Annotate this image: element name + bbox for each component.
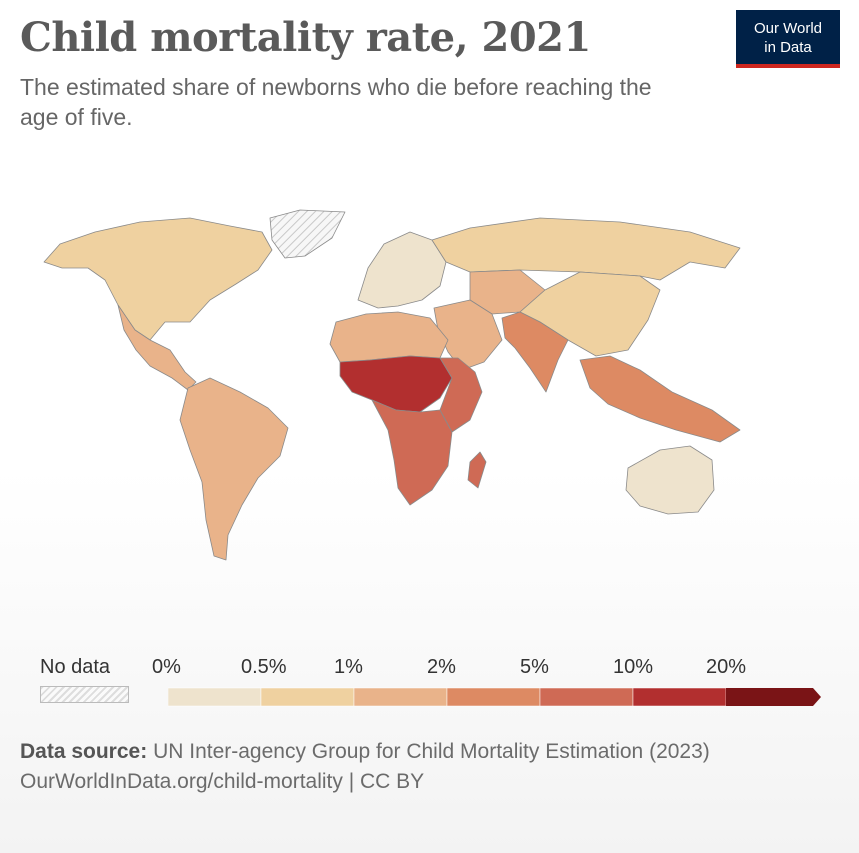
legend-tick-label: 0.5% bbox=[241, 656, 287, 678]
legend-tick-label: 10% bbox=[613, 656, 654, 678]
legend-bin-1[interactable] bbox=[260, 687, 355, 707]
chart-subtitle: The estimated share of newborns who die … bbox=[20, 74, 652, 130]
legend-tick-label: 2% bbox=[427, 656, 456, 678]
legend-no-data-label: No data bbox=[40, 656, 111, 678]
region-southeast-asia[interactable] bbox=[579, 355, 741, 443]
region-south-asia[interactable] bbox=[501, 311, 569, 393]
footer: Data source: UN Inter-agency Group for C… bbox=[20, 737, 820, 797]
source-url[interactable]: OurWorldInData.org/child-mortality | CC … bbox=[20, 770, 425, 793]
legend-no-data-swatch bbox=[40, 686, 129, 703]
region-sahel-central-africa[interactable] bbox=[339, 355, 453, 413]
data-source: Data source: UN Inter-agency Group for C… bbox=[20, 737, 820, 767]
legend-bin-4[interactable] bbox=[539, 687, 634, 707]
region-sub-saharan-africa[interactable] bbox=[371, 399, 453, 506]
data-source-label: Data source: bbox=[20, 740, 148, 763]
legend-bin-5[interactable] bbox=[632, 687, 727, 707]
legend-tick-label: 1% bbox=[334, 656, 363, 678]
legend-bin-3[interactable] bbox=[446, 687, 541, 707]
region-russia[interactable] bbox=[431, 217, 741, 281]
data-source-text: UN Inter-agency Group for Child Mortalit… bbox=[153, 740, 710, 763]
world-map bbox=[43, 209, 741, 561]
region-madagascar[interactable] bbox=[467, 451, 487, 489]
legend-tick-label: 0% bbox=[152, 656, 181, 678]
region-east-africa[interactable] bbox=[439, 357, 483, 433]
region-south-america[interactable] bbox=[179, 377, 289, 561]
region-greenland[interactable] bbox=[269, 209, 346, 259]
chart-title: Child mortality rate, 2021 bbox=[20, 14, 591, 61]
region-north-africa[interactable] bbox=[329, 311, 449, 363]
legend-bin-0[interactable] bbox=[168, 687, 262, 707]
logo-line-2: in Data bbox=[764, 39, 812, 56]
legend-color-bar bbox=[168, 687, 821, 707]
legend-tick-label: 20% bbox=[706, 656, 747, 678]
legend-bin-2[interactable] bbox=[353, 687, 448, 707]
region-australia[interactable] bbox=[625, 445, 715, 515]
logo-line-1: Our World bbox=[753, 20, 823, 37]
region-europe[interactable] bbox=[357, 231, 447, 309]
owid-logo[interactable]: Our World in Data bbox=[736, 10, 840, 68]
legend-tick-label: 5% bbox=[520, 656, 549, 678]
legend-bin-6[interactable] bbox=[726, 688, 821, 706]
region-north-america[interactable] bbox=[43, 217, 273, 341]
